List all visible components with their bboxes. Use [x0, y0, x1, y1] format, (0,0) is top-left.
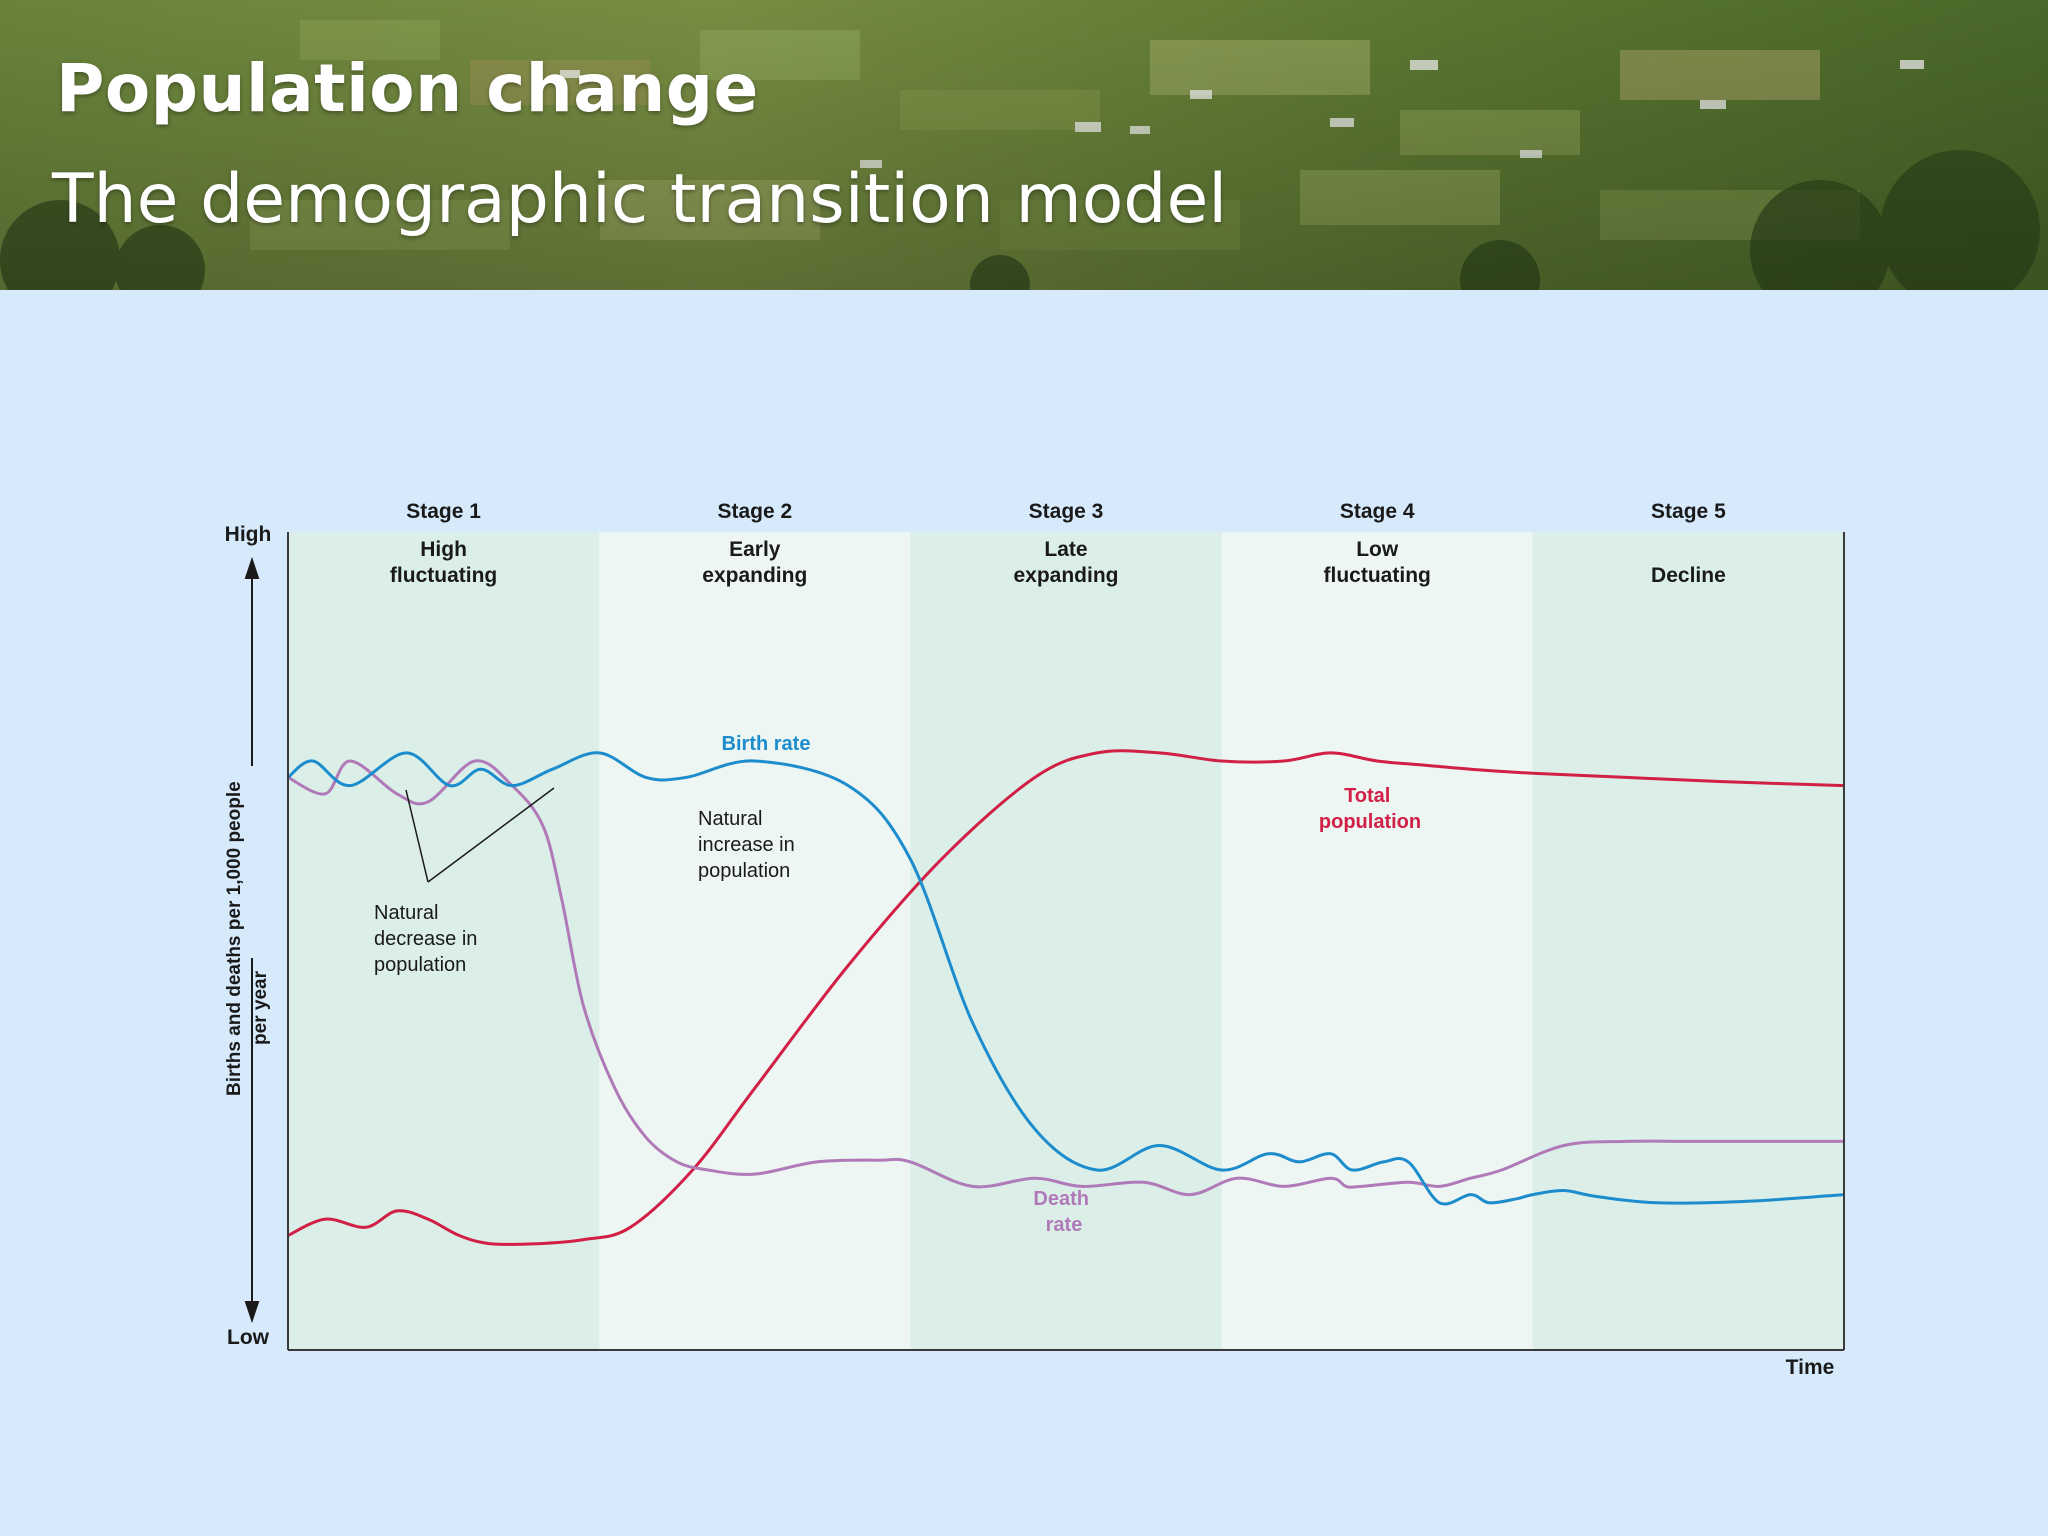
- y-high-label: High: [225, 523, 272, 546]
- demographic-transition-chart: Stage 1 High fluctuating Stage 2 Early expand…: [210, 490, 1850, 1410]
- y-low-label: Low: [227, 1326, 270, 1349]
- stage-number-3: Stage 3: [1029, 500, 1104, 523]
- plot-frame: [287, 532, 1845, 1351]
- stage-band-2: [599, 532, 911, 1350]
- stage-band-1: [288, 532, 600, 1350]
- y-axis-label: Births and deaths per 1,000 people per y…: [224, 776, 271, 1096]
- birth-rate-line: [287, 751, 1845, 1206]
- farmland-landscape-image: [0, 0, 2048, 290]
- total-population-line: [287, 749, 1845, 1246]
- total-population-label: Total population: [1319, 785, 1421, 833]
- natural-decrease-pointer: [405, 787, 555, 883]
- stage-number-4: Stage 4: [1340, 500, 1415, 523]
- stage-band-3: [910, 532, 1222, 1350]
- slide-subtitle: The demographic transition model: [52, 160, 1228, 239]
- natural-decrease-annotation: Natural decrease in population: [374, 902, 483, 976]
- natural-increase-annotation: Natural increase in population: [698, 808, 800, 882]
- stage-name-3: Late expanding: [1013, 538, 1118, 587]
- stage-name-1: High fluctuating: [390, 538, 497, 587]
- stage-number-2: Stage 2: [717, 500, 792, 523]
- stage-bands: [288, 532, 1844, 1350]
- stage-band-5: [1532, 532, 1844, 1350]
- stage-band-4: [1221, 532, 1533, 1350]
- stage-name-2: Early expanding: [702, 538, 807, 587]
- stage-labels: Stage 1 High fluctuating Stage 2 Early expand…: [390, 500, 1726, 587]
- chart-svg: Stage 1 High fluctuating Stage 2 Early expand…: [210, 490, 1850, 1410]
- slide-title: Population change: [56, 50, 759, 127]
- header-banner: Population change The demographic transi…: [0, 0, 2048, 290]
- y-axis-arrow: [244, 556, 260, 1324]
- stage-number-1: Stage 1: [406, 500, 481, 523]
- birth-rate-label: Birth rate: [722, 733, 811, 755]
- x-axis-label: Time: [1786, 1356, 1835, 1379]
- death-rate-label: Death rate: [1033, 1188, 1094, 1236]
- stage-name-5: Decline: [1651, 564, 1726, 587]
- stage-name-4: Low fluctuating: [1324, 538, 1431, 587]
- stage-number-5: Stage 5: [1651, 500, 1726, 523]
